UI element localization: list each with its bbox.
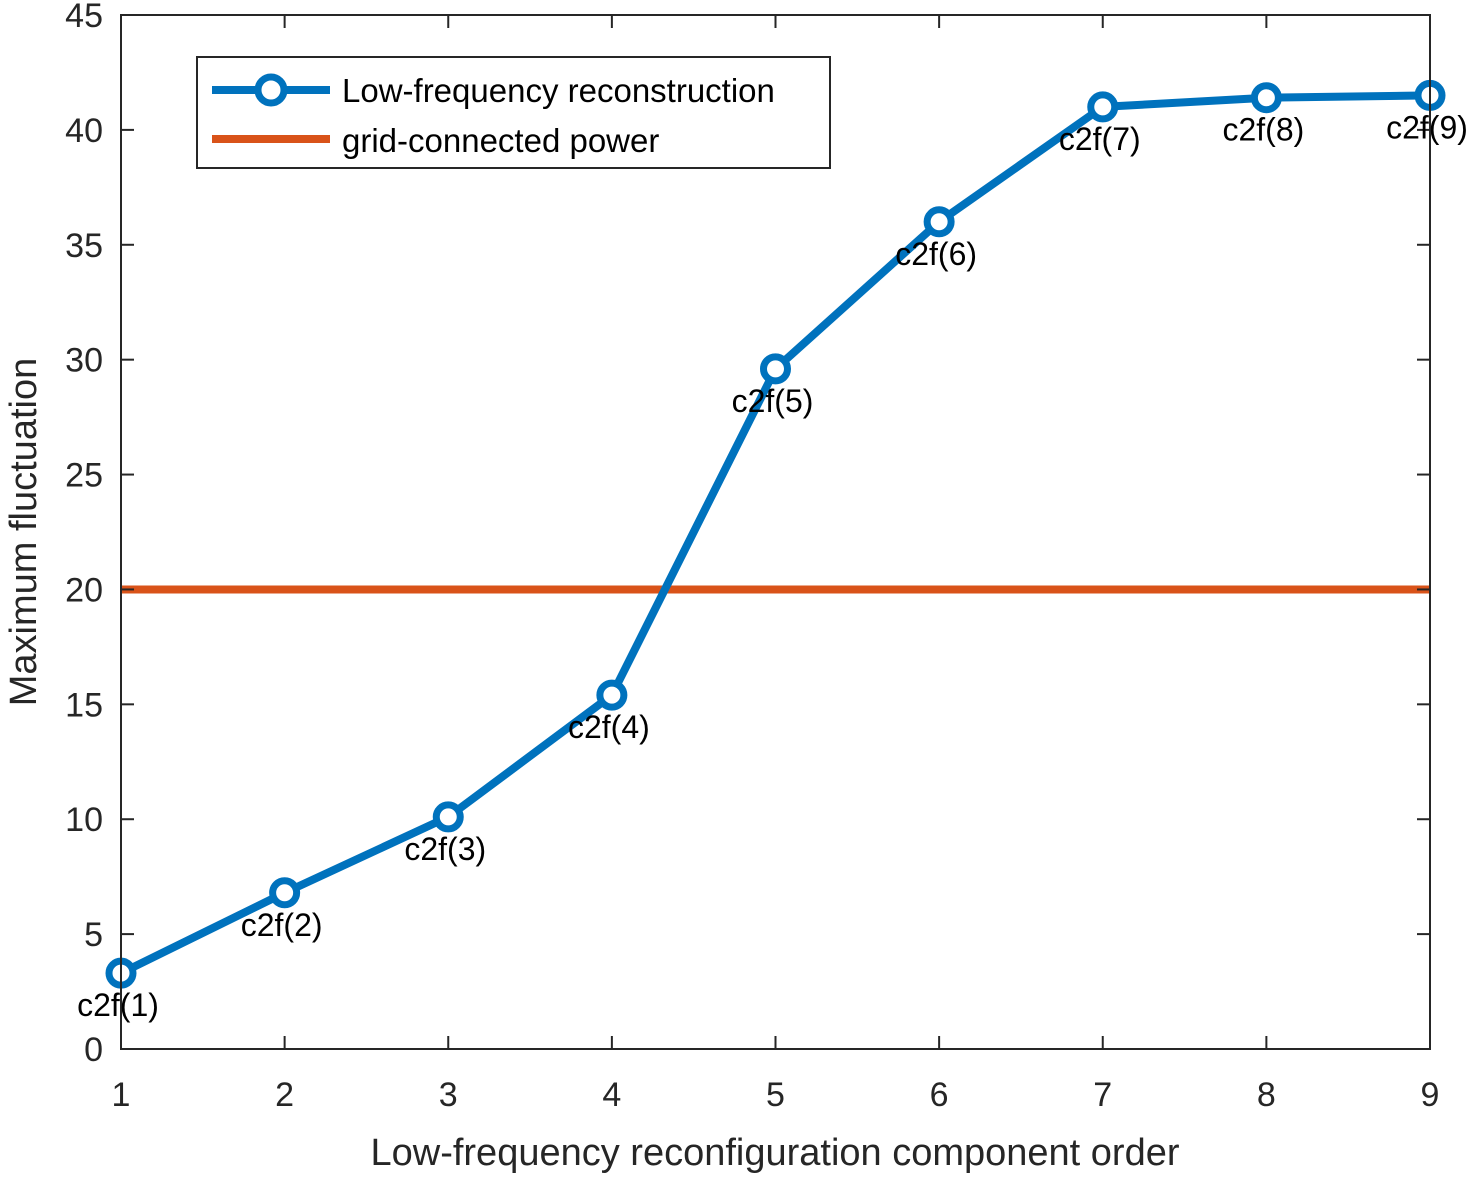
y-axis-title: Maximum fluctuation — [3, 358, 45, 706]
y-tick-label-15: 15 — [65, 686, 103, 724]
x-tick-label-2: 2 — [275, 1076, 294, 1114]
point-label-7: c2f(7) — [1059, 121, 1141, 157]
y-tick-label-35: 35 — [65, 227, 103, 265]
x-tick-label-4: 4 — [602, 1076, 621, 1114]
data-point-5 — [760, 353, 791, 385]
data-point-3 — [432, 801, 464, 833]
x-tick-label-1: 1 — [112, 1076, 131, 1114]
legend-marker-series-1 — [254, 73, 288, 107]
y-tick-label-5: 5 — [84, 916, 103, 954]
x-tick-label-9: 9 — [1421, 1076, 1440, 1114]
plot-background — [121, 15, 1430, 1049]
x-tick-label-5: 5 — [766, 1076, 785, 1114]
point-label-9: c2f(9) — [1386, 109, 1468, 145]
y-tick-label-30: 30 — [65, 342, 103, 380]
legend-label-series-1: Low-frequency reconstruction — [342, 72, 775, 109]
x-tick-label-3: 3 — [439, 1076, 458, 1114]
y-tick-label-25: 25 — [65, 457, 103, 495]
y-tick-label-40: 40 — [65, 112, 103, 150]
point-label-5: c2f(5) — [732, 383, 814, 419]
legend-box — [196, 56, 831, 169]
legend-label-series-2: grid-connected power — [342, 122, 659, 159]
data-point-6 — [923, 206, 955, 238]
data-point-4 — [596, 679, 628, 711]
y-tick-label-45: 45 — [65, 0, 103, 35]
x-tick-label-6: 6 — [930, 1076, 949, 1114]
y-tick-label-20: 20 — [65, 571, 103, 609]
x-tick-label-8: 8 — [1257, 1076, 1276, 1114]
data-point-2 — [269, 877, 301, 909]
x-axis-title: Low-frequency reconfiguration component … — [370, 1132, 1179, 1174]
y-tick-label-0: 0 — [84, 1031, 103, 1069]
point-label-8: c2f(8) — [1222, 112, 1304, 148]
point-label-2: c2f(2) — [241, 907, 323, 943]
data-point-8 — [1250, 82, 1282, 114]
y-tick-label-10: 10 — [65, 801, 103, 839]
data-point-7 — [1087, 91, 1119, 123]
point-label-6: c2f(6) — [895, 236, 977, 272]
point-label-4: c2f(4) — [568, 709, 650, 745]
point-label-3: c2f(3) — [404, 831, 486, 867]
point-label-1: c2f(1) — [77, 987, 159, 1023]
legend: Low-frequency reconstruction grid-connec… — [196, 56, 831, 169]
x-tick-label-7: 7 — [1093, 1076, 1112, 1114]
